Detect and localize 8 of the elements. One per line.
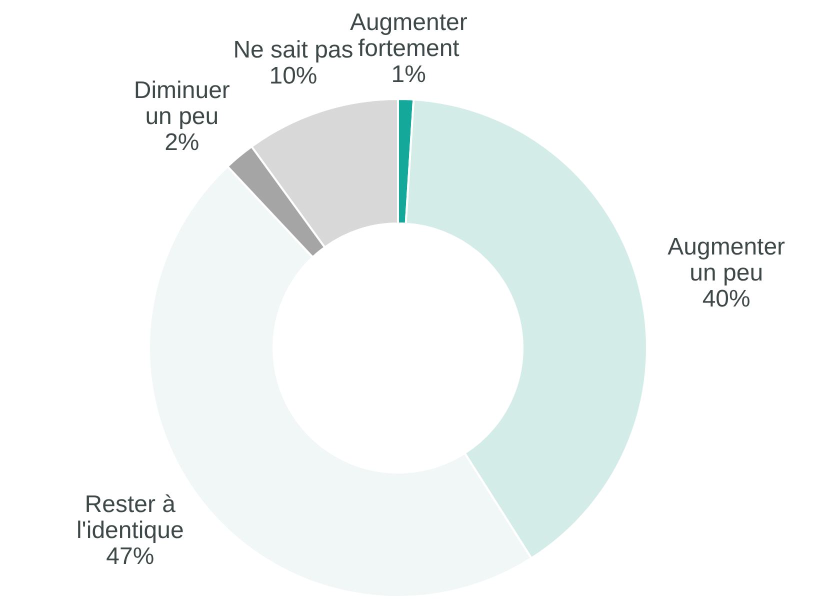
data-label: 1% [391, 60, 426, 88]
slice-label: Augmenter un peu [668, 233, 786, 286]
slice-label: Diminuer un peu [134, 77, 230, 130]
slice-label: Rester à l'identique [76, 490, 184, 544]
data-label: 40% [702, 285, 750, 312]
data-label: 10% [269, 62, 318, 90]
data-label: 47% [106, 542, 154, 570]
data-label: 2% [164, 129, 200, 156]
